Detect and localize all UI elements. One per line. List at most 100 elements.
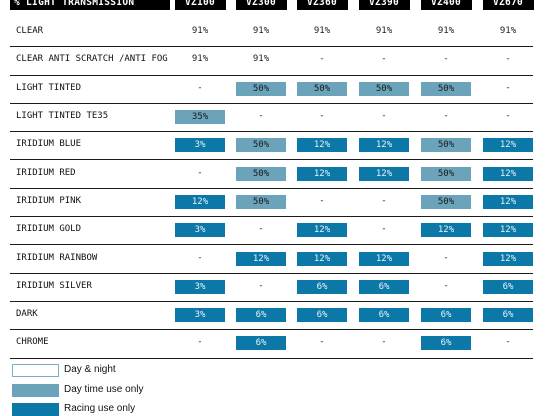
legend-label-race: Racing use only (64, 403, 136, 414)
table-cell: 12% (483, 251, 533, 266)
table-cell: 12% (483, 166, 533, 181)
row-label: IRIDIUM GOLD (16, 224, 82, 235)
table-cell: - (258, 280, 264, 291)
table-row (10, 273, 533, 302)
table-cell: - (505, 54, 511, 65)
table-cell: - (319, 195, 325, 206)
table-cell: - (443, 252, 449, 263)
table-cell: 12% (297, 166, 347, 181)
table-cell: - (319, 337, 325, 348)
column-header: VZ390 (358, 0, 410, 10)
table-cell: - (197, 252, 203, 263)
table-cell: 6% (483, 279, 533, 294)
table-cell: 91% (375, 26, 393, 37)
table-cell: 12% (483, 223, 533, 238)
table-cell: 91% (499, 26, 517, 37)
table-cell: - (381, 224, 387, 235)
table-cell: 3% (175, 138, 225, 153)
table-cell: 6% (483, 308, 533, 323)
row-label: IRIDIUM SILVER (16, 280, 92, 291)
table-cell: 50% (359, 81, 409, 96)
row-label: IRIDIUM PINK (16, 195, 82, 206)
legend-swatch-race (12, 403, 59, 416)
table-cell: 6% (421, 336, 471, 351)
table-cell: 50% (421, 194, 471, 209)
table-cell: - (381, 54, 387, 65)
table-row (10, 160, 533, 189)
table-cell: - (319, 111, 325, 122)
table-cell: 50% (236, 166, 286, 181)
row-label: CHROME (16, 337, 49, 348)
table-cell: 12% (236, 251, 286, 266)
table-cell: - (443, 280, 449, 291)
table-cell: 91% (252, 54, 270, 65)
table-cell: 91% (191, 26, 209, 37)
table-cell: 6% (421, 308, 471, 323)
table-cell: 50% (421, 138, 471, 153)
table-cell: - (258, 224, 264, 235)
table-cell: 12% (359, 138, 409, 153)
table-cell: 12% (297, 223, 347, 238)
table-row (10, 103, 533, 133)
table-row (10, 131, 533, 161)
table-cell: 50% (297, 81, 347, 96)
table-cell: 12% (359, 166, 409, 181)
table-cell: 6% (297, 308, 347, 323)
legend-swatch-day (12, 384, 59, 397)
table-row (10, 18, 533, 48)
table-cell: 6% (236, 308, 286, 323)
table-row (10, 329, 533, 359)
legend-label-day-night: Day & night (64, 364, 116, 375)
table-cell: - (197, 337, 203, 348)
table-cell: 91% (313, 26, 331, 37)
row-label: IRIDIUM RED (16, 167, 76, 178)
table-cell: 35% (175, 110, 225, 125)
row-label: DARK (16, 309, 38, 320)
row-label: IRIDIUM BLUE (16, 139, 82, 150)
legend-label-day: Day time use only (64, 384, 144, 395)
column-header: VZ300 (235, 0, 287, 10)
table-row (10, 188, 533, 218)
table-cell: - (443, 54, 449, 65)
header-label: % LIGHT TRANSMISSION (10, 0, 170, 10)
table-cell: - (505, 337, 511, 348)
table-cell: 12% (421, 223, 471, 238)
table-cell: 12% (297, 138, 347, 153)
table-row (10, 216, 533, 246)
table-cell: 50% (236, 138, 286, 153)
table-cell: 50% (421, 166, 471, 181)
row-label: LIGHT TINTED TE35 (16, 111, 109, 122)
table-cell: 6% (236, 336, 286, 351)
table-row (10, 244, 533, 274)
table-cell: 3% (175, 279, 225, 294)
column-header: VZ360 (296, 0, 348, 10)
table-cell: 6% (297, 279, 347, 294)
table-cell: 12% (175, 194, 225, 209)
column-header: VZ100 (174, 0, 226, 10)
table-cell: - (443, 111, 449, 122)
table-cell: 91% (191, 54, 209, 65)
table-cell: 50% (236, 194, 286, 209)
column-header: VZ400 (420, 0, 472, 10)
table-row (10, 301, 533, 331)
table-row (10, 46, 533, 76)
table-cell: 91% (252, 26, 270, 37)
table-row (10, 75, 533, 104)
row-label: CLEAR ANTI SCRATCH /ANTI FOG (16, 54, 168, 65)
table-cell: - (381, 195, 387, 206)
table-cell: 12% (483, 138, 533, 153)
table-cell: 3% (175, 308, 225, 323)
table-cell: - (381, 337, 387, 348)
table-cell: 12% (483, 194, 533, 209)
table-cell: - (505, 111, 511, 122)
row-label: CLEAR (16, 26, 44, 37)
table-cell: 6% (359, 308, 409, 323)
column-header: VZ670 (482, 0, 534, 10)
table-cell: 6% (359, 279, 409, 294)
legend-swatch-day-night (12, 364, 59, 377)
table-cell: - (505, 82, 511, 93)
row-label: LIGHT TINTED (16, 82, 82, 93)
table-cell: - (197, 167, 203, 178)
table-cell: 12% (359, 251, 409, 266)
table-cell: 12% (297, 251, 347, 266)
